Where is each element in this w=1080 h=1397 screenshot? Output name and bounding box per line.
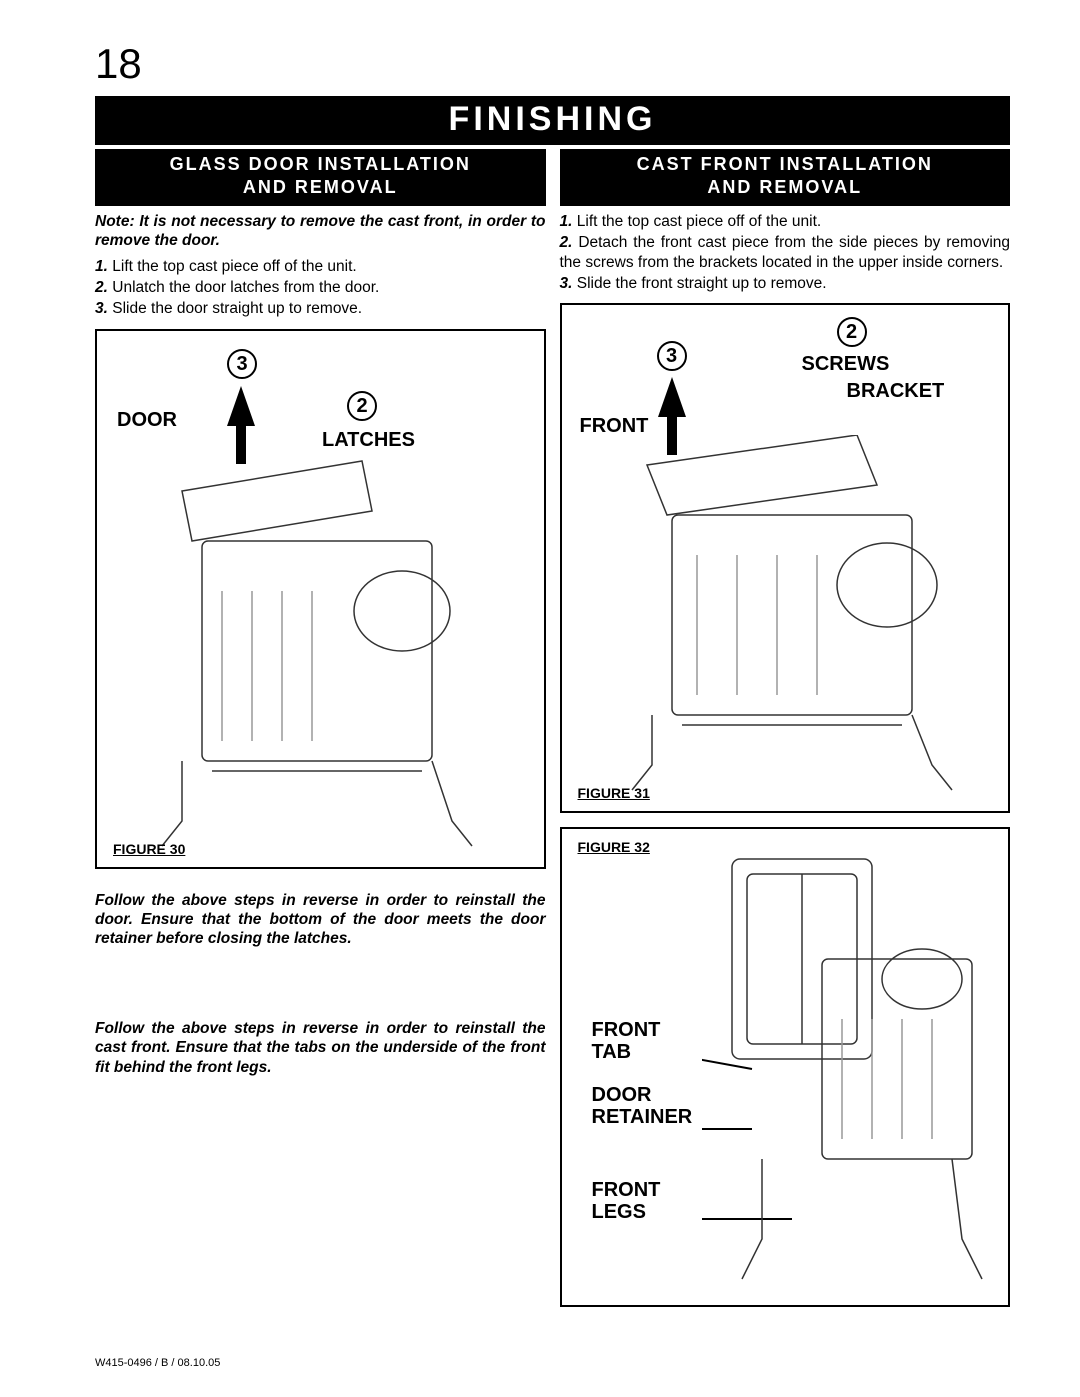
right-heading-l1: CAST FRONT INSTALLATION	[637, 154, 933, 174]
reinstall-door-note: Follow the above steps in reverse in ord…	[95, 891, 546, 949]
step-text: Slide the front straight up to remove.	[577, 275, 827, 292]
figure-31-caption: FIGURE 31	[578, 785, 650, 801]
right-step-1: 1. Lift the top cast piece off of the un…	[560, 212, 1011, 231]
circled-2: 2	[837, 317, 867, 347]
step-num: 3.	[95, 300, 108, 317]
circled-3: 3	[657, 341, 687, 371]
left-step-3: 3. Slide the door straight up to remove.	[95, 299, 546, 318]
circled-3: 3	[227, 349, 257, 379]
step-num: 2.	[560, 234, 573, 251]
circled-2: 2	[347, 391, 377, 421]
callout-screws: SCREWS	[802, 353, 890, 375]
figure-30-caption: FIGURE 30	[113, 841, 185, 857]
left-step-2: 2. Unlatch the door latches from the doo…	[95, 278, 546, 297]
left-heading-l2: AND REMOVAL	[243, 177, 398, 197]
step-text: Slide the door straight up to remove.	[112, 300, 362, 317]
step-text: Lift the top cast piece off of the unit.	[577, 213, 821, 230]
figure-32-caption: FIGURE 32	[578, 839, 650, 855]
step-num: 2.	[95, 279, 108, 296]
callout-front-legs: FRONT LEGS	[592, 1179, 661, 1223]
callout-bracket: BRACKET	[847, 380, 945, 402]
stove-diagram-icon	[587, 435, 987, 795]
right-step-3: 3. Slide the front straight up to remove…	[560, 274, 1011, 293]
stove-diagram-icon	[702, 839, 992, 1299]
footer-code: W415-0496 / B / 08.10.05	[95, 1357, 220, 1369]
left-heading: GLASS DOOR INSTALLATION AND REMOVAL	[95, 149, 546, 206]
step-text: Detach the front cast piece from the sid…	[560, 234, 1011, 270]
right-step-2: 2. Detach the front cast piece from the …	[560, 233, 1011, 272]
step-num: 3.	[560, 275, 573, 292]
right-heading-l2: AND REMOVAL	[707, 177, 862, 197]
step-text: Lift the top cast piece off of the unit.	[112, 258, 356, 275]
figure-32: FIGURE 32 FRONT TAB DOOR RETAINER FRONT …	[560, 827, 1011, 1307]
page-number: 18	[95, 40, 1010, 88]
step-num: 1.	[560, 213, 573, 230]
left-step-1: 1. Lift the top cast piece off of the un…	[95, 257, 546, 276]
right-column: CAST FRONT INSTALLATION AND REMOVAL 1. L…	[560, 149, 1011, 1307]
up-arrow-icon	[658, 377, 686, 417]
callout-front-tab: FRONT TAB	[592, 1019, 661, 1063]
main-banner: FINISHING	[95, 96, 1010, 145]
figure-30: 3 DOOR 2 LATCHES FIGURE 30	[95, 329, 546, 869]
callout-door: DOOR	[117, 409, 177, 431]
step-text: Unlatch the door latches from the door.	[112, 279, 379, 296]
callout-front: FRONT	[580, 415, 649, 437]
stove-diagram-icon	[122, 451, 512, 851]
step-num: 1.	[95, 258, 108, 275]
left-column: GLASS DOOR INSTALLATION AND REMOVAL Note…	[95, 149, 546, 1307]
right-heading: CAST FRONT INSTALLATION AND REMOVAL	[560, 149, 1011, 206]
two-column-layout: GLASS DOOR INSTALLATION AND REMOVAL Note…	[95, 149, 1010, 1307]
reinstall-front-note: Follow the above steps in reverse in ord…	[95, 1019, 546, 1077]
figure-31: 2 SCREWS BRACKET 3 FRONT FIGURE 31	[560, 303, 1011, 813]
left-heading-l1: GLASS DOOR INSTALLATION	[170, 154, 471, 174]
callout-latches: LATCHES	[322, 429, 415, 451]
left-note: Note: It is not necessary to remove the …	[95, 212, 546, 251]
callout-door-retainer: DOOR RETAINER	[592, 1084, 693, 1128]
up-arrow-icon	[227, 386, 255, 426]
